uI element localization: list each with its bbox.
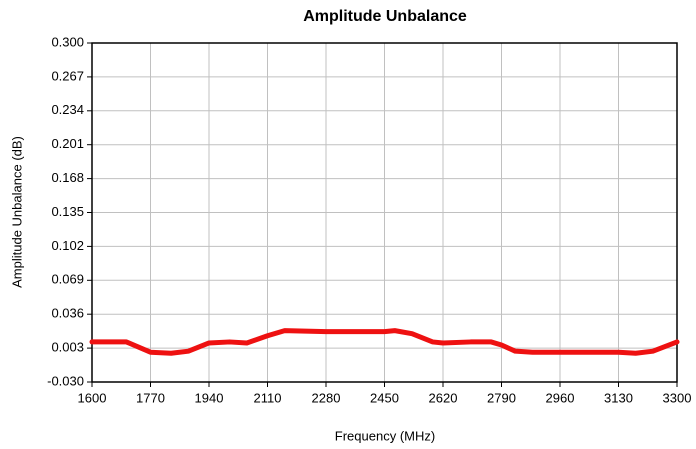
chart-title: Amplitude Unbalance bbox=[303, 8, 467, 25]
y-tick-label: 0.168 bbox=[51, 170, 84, 185]
x-tick-label: 2110 bbox=[254, 390, 282, 405]
y-tick-label: 0.102 bbox=[51, 238, 84, 253]
y-tick-label: 0.135 bbox=[51, 204, 84, 219]
x-tick-label: 2280 bbox=[312, 390, 341, 405]
y-tick-label: 0.069 bbox=[51, 272, 84, 287]
y-tick-label: 0.003 bbox=[51, 340, 84, 355]
x-tick-label: 1600 bbox=[78, 390, 107, 405]
x-tick-label: 2960 bbox=[546, 390, 575, 405]
x-tick-label: 2790 bbox=[487, 390, 516, 405]
x-tick-label: 3300 bbox=[663, 390, 692, 405]
y-tick-label: 0.300 bbox=[51, 34, 84, 49]
x-tick-label: 2620 bbox=[429, 390, 458, 405]
x-tick-label: 2450 bbox=[370, 390, 399, 405]
y-tick-label: 0.201 bbox=[51, 136, 84, 151]
plot-border bbox=[91, 42, 678, 383]
y-tick-label: -0.030 bbox=[47, 373, 84, 388]
y-tick-label: 0.234 bbox=[51, 102, 84, 117]
y-tick-label: 0.267 bbox=[51, 68, 84, 83]
x-axis-label: Frequency (MHz) bbox=[335, 428, 435, 443]
x-tick-label: 1770 bbox=[136, 390, 165, 405]
x-tick-label: 1940 bbox=[195, 390, 224, 405]
x-tick-label: 3130 bbox=[604, 390, 633, 405]
y-axis-label: Amplitude Unbalance (dB) bbox=[9, 136, 24, 288]
y-tick-label: 0.036 bbox=[51, 306, 84, 321]
data-line bbox=[89, 328, 680, 356]
